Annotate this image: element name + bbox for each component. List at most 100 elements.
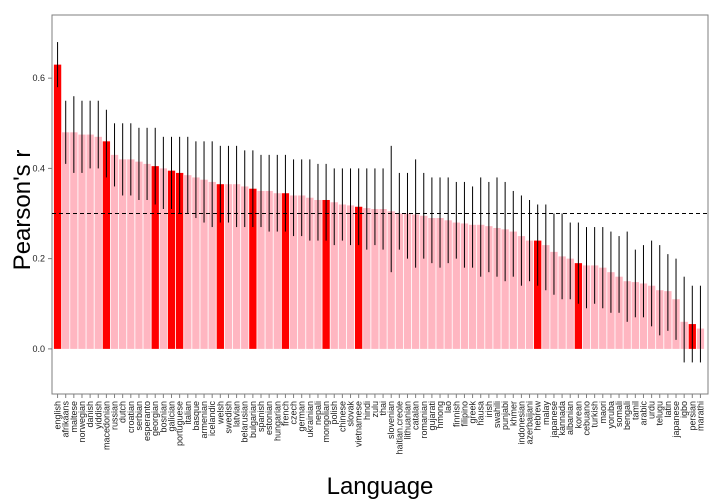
x-tick-label-zulu: zulu xyxy=(370,401,380,418)
bar-khmer xyxy=(509,231,517,349)
x-tick-label-telugu: telugu xyxy=(655,401,665,426)
x-tick-label-serbian: serbian xyxy=(134,401,144,431)
bar-maltese xyxy=(70,132,78,349)
x-tick-label-indonesian: indonesian xyxy=(516,401,526,445)
x-tick-label-maltese: maltese xyxy=(69,401,79,433)
bar-icelandic xyxy=(208,181,216,349)
bar-french xyxy=(281,193,290,349)
bar-afrikaans xyxy=(62,132,70,349)
bar-gujarati xyxy=(428,218,436,349)
x-tick-label-bulgarian: bulgarian xyxy=(248,401,258,438)
y-tick-label: 0.4 xyxy=(32,163,45,173)
bar-romanian xyxy=(420,215,428,349)
bar-hungarian xyxy=(273,193,281,349)
bar-norwegian xyxy=(78,134,86,349)
bar-azerbaijani xyxy=(525,240,534,349)
x-tick-label-japanese: japanese xyxy=(549,401,559,439)
bar-danish xyxy=(86,134,94,349)
x-tick-label-swedish: swedish xyxy=(223,401,233,434)
x-tick-label-danish: danish xyxy=(85,401,95,428)
x-tick-label-nepali: nepali xyxy=(313,401,323,425)
x-tick-label-slovenian: slovenian xyxy=(386,401,396,439)
bar-turkish xyxy=(590,265,599,349)
x-tick-label-filipino: filipino xyxy=(459,401,469,427)
bar-filipino xyxy=(460,223,469,349)
bar-croatian xyxy=(127,159,135,349)
bar-swedish xyxy=(224,184,233,349)
y-tick-label: 0.6 xyxy=(32,73,45,83)
x-tick-label-kannada: kannada xyxy=(557,401,567,436)
bar-german xyxy=(298,195,306,349)
x-tick-label-greek: greek xyxy=(468,401,478,424)
x-tick-label-lao: lao xyxy=(443,401,453,413)
x-tick-label-azerbaijani: azerbaijani xyxy=(525,401,535,445)
x-tick-label-latin: latin xyxy=(663,401,673,418)
bar-english xyxy=(53,64,62,349)
x-tick-label-swahili: swahili xyxy=(492,401,502,428)
bar-kannada xyxy=(558,256,566,349)
x-tick-label-macedonian: macedonian xyxy=(101,401,111,450)
x-tick-label-portuguese: portuguese xyxy=(175,401,185,446)
bar-irish xyxy=(485,226,493,349)
bar-polish xyxy=(330,202,338,349)
bar-russian xyxy=(110,154,119,349)
x-tick-label-norwegian: norwegian xyxy=(77,401,87,443)
x-tick-label-hindi: hindi xyxy=(362,401,372,420)
bar-vietnamese xyxy=(354,206,363,349)
bar-spanish xyxy=(257,190,265,349)
y-axis-title: Pearson's r xyxy=(9,150,36,271)
bar-korean xyxy=(574,263,583,349)
bar-albanian xyxy=(566,258,574,349)
x-tick-label-galician: galician xyxy=(166,401,176,432)
bar-esperanto xyxy=(143,163,151,349)
x-tick-label-italian: italian xyxy=(183,401,193,425)
x-tick-label-hausa: hausa xyxy=(476,401,486,426)
x-tick-label-afrikaans: afrikaans xyxy=(61,401,71,438)
bar-serbian xyxy=(135,161,143,349)
bars-group xyxy=(53,64,705,349)
x-tick-label-haitian.creole: haitian.creole xyxy=(394,401,404,455)
bar-latvian xyxy=(232,184,241,349)
bar-georgian xyxy=(151,166,159,349)
x-tick-label-irish: irish xyxy=(484,401,494,418)
x-axis-title: Language xyxy=(327,473,434,500)
x-tick-label-turkish: turkish xyxy=(590,401,600,428)
bar-dutch xyxy=(119,159,127,349)
x-tick-label-igbo: igbo xyxy=(679,401,689,418)
x-tick-label-yiddish: yiddish xyxy=(93,401,103,429)
x-tick-label-punjabi: punjabi xyxy=(500,401,510,430)
x-tick-label-albanian: albanian xyxy=(565,401,575,435)
x-tick-label-korean: korean xyxy=(573,401,583,429)
bar-italian xyxy=(184,175,192,349)
bar-haitian.creole xyxy=(395,213,403,349)
x-tick-label-belarusian: belarusian xyxy=(240,401,250,443)
bar-galician xyxy=(167,170,176,349)
bar-zulu xyxy=(371,209,379,349)
x-tick-label-hungarian: hungarian xyxy=(272,401,282,441)
bar-macedonian xyxy=(102,141,111,349)
x-tick-label-somali: somali xyxy=(614,401,624,427)
bar-yiddish xyxy=(94,136,102,349)
bar-lithuanian xyxy=(403,213,412,349)
x-tick-label-icelandic: icelandic xyxy=(207,401,217,437)
x-tick-label-german: german xyxy=(297,401,307,432)
x-tick-label-slovak: slovak xyxy=(346,401,356,427)
x-tick-label-japanese: japanese xyxy=(671,401,681,439)
bar-catalan xyxy=(411,214,420,349)
x-tick-label-maori: maori xyxy=(598,401,608,424)
y-axis: 0.0 0.2 0.4 0.6 xyxy=(32,73,52,354)
y-tick-label: 0.2 xyxy=(32,254,45,264)
bar-maori xyxy=(599,267,607,349)
x-tick-label-hmong: hmong xyxy=(435,401,445,429)
bar-bulgarian xyxy=(249,188,257,349)
x-tick-label-croatian: croatian xyxy=(126,401,136,433)
bar-ukrainian xyxy=(306,197,314,349)
x-tick-label-marathi: marathi xyxy=(695,401,705,431)
x-tick-label-catalan: catalan xyxy=(411,401,421,430)
x-tick-label-cebuano: cebuano xyxy=(582,401,592,436)
bar-finnish xyxy=(452,222,460,349)
bar-slovak xyxy=(346,205,355,349)
bar-swahili xyxy=(493,227,501,349)
x-tick-label-malay: malay xyxy=(541,401,551,426)
